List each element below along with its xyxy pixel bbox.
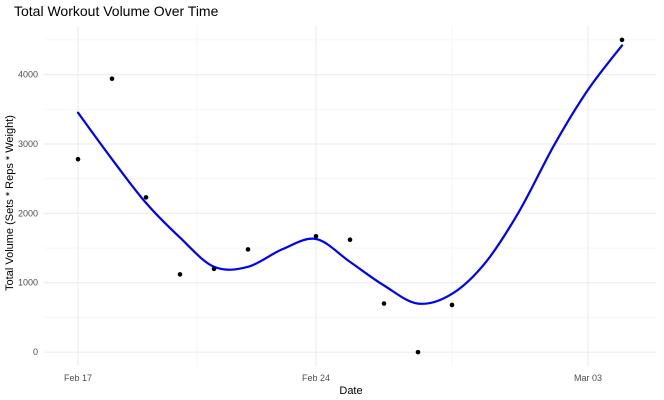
y-axis-title: Total Volume (Sets * Reps * Weight): [4, 115, 16, 291]
y-axis-ticks: 0 1000 2000 3000 4000: [18, 70, 38, 358]
data-points: [75, 37, 625, 355]
x-axis-title: Date: [339, 385, 362, 397]
smooth-trend-line: [76, 44, 624, 305]
data-point: [177, 272, 183, 277]
data-point: [211, 266, 217, 272]
x-tick-label: Mar 03: [574, 373, 602, 383]
data-point: [75, 156, 81, 162]
data-point: [619, 37, 625, 43]
data-point: [143, 195, 149, 200]
y-tick-label: 4000: [18, 70, 38, 80]
data-point: [313, 233, 319, 239]
y-tick-label: 0: [33, 347, 38, 357]
y-tick-label: 3000: [18, 139, 38, 149]
grid: [44, 26, 656, 366]
data-point: [245, 247, 251, 252]
x-tick-label: Feb 17: [64, 373, 92, 383]
data-point: [415, 349, 421, 355]
y-tick-label: 2000: [18, 208, 38, 218]
y-tick-label: 1000: [18, 278, 38, 288]
x-axis-ticks: Feb 17 Feb 24 Mar 03: [64, 373, 602, 383]
x-tick-label: Feb 24: [302, 373, 330, 383]
data-point: [347, 237, 353, 243]
chart-title: Total Workout Volume Over Time: [14, 3, 219, 19]
data-point: [109, 76, 115, 82]
data-point: [449, 302, 455, 308]
data-point: [381, 301, 387, 306]
